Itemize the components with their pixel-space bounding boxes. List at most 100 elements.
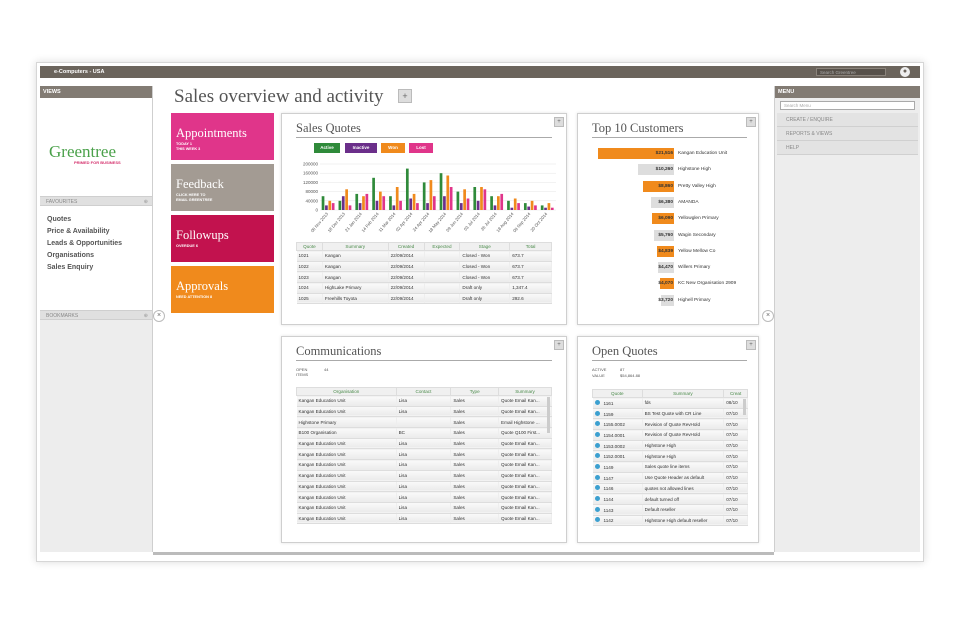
table-row[interactable]: 1161 fds 08/10	[592, 397, 748, 409]
expand-icon[interactable]: ⊕	[143, 199, 148, 205]
cell-text: Revision of Quote RevHold	[644, 421, 701, 427]
table-row[interactable]: Kangan Education Unit Lisa Sales Quote Emai…	[296, 502, 552, 514]
legend-won[interactable]: Won	[381, 143, 405, 153]
menu-search-input[interactable]: Search Menu	[780, 101, 915, 110]
card-menu-icon[interactable]: +	[746, 117, 756, 127]
table-row[interactable]: 1144 default turned off 07/10	[592, 493, 748, 505]
tile-title: Followups	[176, 228, 229, 242]
table-row[interactable]: 1149 Sales quote line items 07/10	[592, 461, 748, 473]
col-organisation[interactable]: Organisation	[296, 387, 397, 396]
table-row[interactable]: 1153.0002 Highstone High 07/10	[592, 440, 748, 452]
customer-row[interactable]: $10,260 Highstone High	[578, 164, 760, 176]
table-row[interactable]: 1024 HighLake Primary 22/09/2014 Draft only…	[296, 282, 552, 294]
favourite-item[interactable]: Sales Enquiry	[47, 264, 94, 271]
cell-text: Quote Email Kan...	[501, 505, 540, 511]
table-row[interactable]: Kangan Education Unit Lisa Sales Quote Emai…	[296, 448, 552, 461]
table-row[interactable]: 1146 quotes not allowed lines 07/10	[592, 483, 748, 495]
menu-item-create[interactable]: CREATE / ENQUIRE	[777, 113, 918, 127]
table-row[interactable]: 1025 Freehills Toyota 22/09/2014 Draft only…	[296, 293, 552, 305]
card-menu-icon[interactable]: +	[554, 340, 564, 350]
chart-bar	[348, 205, 352, 210]
cell-text: 07/10	[726, 517, 738, 523]
table-row[interactable]: Highstone Primary Sales Email Highstone ..…	[296, 416, 552, 429]
table-cell: quotes not allowed lines	[642, 483, 725, 495]
col-type[interactable]: Type	[450, 387, 500, 396]
legend-inactive[interactable]: Inactive	[345, 143, 377, 153]
col-total[interactable]: Total	[509, 242, 552, 251]
favourites-header[interactable]: FAVOURITES ⊕	[40, 196, 152, 206]
table-row[interactable]: Kangan Education Unit Lisa Sales Quote Emai…	[296, 513, 552, 525]
customer-row[interactable]: $3,720 Highell Primary	[578, 294, 760, 307]
collapse-left-icon[interactable]: ×	[153, 310, 165, 322]
cell-text: 07/10	[726, 475, 738, 481]
table-row[interactable]: 1021 Kangan 22/09/2014 Closed - Won 673.7	[296, 250, 552, 262]
favourite-item[interactable]: Price & Availability	[47, 228, 110, 235]
customer-row[interactable]: $6,090 Yellowglen Primary	[578, 213, 760, 225]
col-contact[interactable]: Contact	[395, 387, 452, 396]
tile-approvals[interactable]: Approvals NEED ATTENTION 8	[171, 266, 274, 313]
col-summary[interactable]: Summary	[498, 387, 552, 396]
cell-text: Lisa	[398, 483, 408, 489]
customer-row[interactable]: $8,860 Pretty Valley High	[578, 180, 760, 193]
table-row[interactable]: 1159 BS Test Quote with CR Line 07/10	[592, 408, 748, 420]
top-customers-card: Top 10 Customers + $21,516 Kangan Educati…	[577, 113, 759, 325]
col-summary[interactable]: Summary	[321, 242, 389, 251]
tile-followups[interactable]: Followups OVERDUE 6	[171, 215, 274, 262]
table-row[interactable]: 1023 Kangan 22/09/2014 Closed - Won 673.7	[296, 271, 552, 284]
customer-row[interactable]: $6,380 AMANDA	[578, 196, 760, 209]
table-row[interactable]: 1152.0001 Highstone High 07/10	[592, 450, 748, 463]
divider	[592, 137, 747, 138]
menu-item-reports[interactable]: REPORTS & VIEWS	[777, 127, 918, 141]
col-expected[interactable]: Expected	[423, 242, 461, 251]
user-icon[interactable]: ●	[900, 67, 910, 77]
table-row[interactable]: Kangan Education Unit Lisa Sales Quote Emai…	[296, 395, 552, 407]
tile-appointments[interactable]: Appointments TODAY 1 THIS WEEK 3	[171, 113, 274, 160]
table-row[interactable]: 1147 Use Quote Header as default 07/10	[592, 472, 748, 484]
expand-icon[interactable]: ⊕	[143, 313, 148, 319]
customer-row[interactable]: $4,070 KC New Organisation 2909	[578, 278, 760, 290]
table-row[interactable]: Kangan Education Unit Lisa Sales Quote Emai…	[296, 459, 552, 471]
col-stage[interactable]: Stage	[459, 242, 511, 251]
favourite-item[interactable]: Quotes	[47, 216, 72, 223]
legend-active[interactable]: Active	[314, 143, 340, 153]
col-created[interactable]: Creat	[723, 389, 748, 398]
table-row[interactable]: B100 Organisation BC Sales Quote Q100 First…	[296, 427, 552, 439]
scrollbar[interactable]	[743, 399, 746, 415]
scrollbar[interactable]	[547, 397, 550, 433]
table-row[interactable]: 1022 Kangan 22/09/2014 Closed - Won 673.7	[296, 261, 552, 273]
table-row[interactable]: 1154.0001 Revision of Quote RevHold 07/10	[592, 429, 748, 441]
card-menu-icon[interactable]: +	[746, 340, 756, 350]
customer-row[interactable]: $5,760 Wagin Secondary	[578, 229, 760, 242]
table-row[interactable]: Kangan Education Unit Lisa Sales Quote Emai…	[296, 438, 552, 450]
customer-value: $21,516	[655, 151, 673, 156]
table-row[interactable]: Kangan Education Unit Lisa Sales Quote Emai…	[296, 491, 552, 503]
table-row[interactable]: 1155.0002 Revision of Quote RevHold 07/10	[592, 418, 748, 431]
col-created[interactable]: Created	[387, 242, 425, 251]
customer-row[interactable]: $4,470 Willers Primary	[578, 262, 760, 274]
collapse-right-icon[interactable]: ×	[762, 310, 774, 322]
col-summary[interactable]: Summary	[641, 389, 725, 398]
table-row[interactable]: Kangan Education Unit Lisa Sales Quote Emai…	[296, 406, 552, 418]
customer-row[interactable]: $4,839 Yellow Mellow Co	[578, 245, 760, 258]
table-row[interactable]: Kangan Education Unit Lisa Sales Quote Emai…	[296, 470, 552, 482]
col-quote[interactable]: Quote	[296, 242, 323, 251]
global-search-input[interactable]: Search Greentree	[816, 68, 886, 76]
card-menu-icon[interactable]: +	[554, 117, 564, 127]
favourite-item[interactable]: Organisations	[47, 252, 95, 259]
table-row[interactable]: 1143 Default reseller 07/10	[592, 504, 748, 516]
cell-text: 1146	[603, 486, 614, 492]
customer-row[interactable]: $21,516 Kangan Education Unit	[578, 148, 760, 160]
col-quote[interactable]: Quote	[592, 389, 643, 398]
chart-bar	[493, 205, 497, 210]
cell-text: Kangan Education Unit	[298, 398, 346, 404]
add-widget-button[interactable]: +	[398, 89, 412, 103]
table-row[interactable]: 1142 Highstone High default reseller 07/10	[592, 515, 748, 527]
tile-feedback[interactable]: Feedback CLICK HERE TO EMAIL GREENTREE	[171, 164, 274, 211]
legend-lost[interactable]: Lost	[409, 143, 433, 153]
table-row[interactable]: Kangan Education Unit Lisa Sales Quote Emai…	[296, 481, 552, 493]
favourite-item[interactable]: Leads & Opportunities	[47, 240, 123, 247]
menu-item-help[interactable]: HELP	[777, 141, 918, 155]
cell-text: 22/09/2014	[390, 264, 414, 270]
bookmarks-header[interactable]: BOOKMARKS ⊕	[40, 310, 152, 320]
